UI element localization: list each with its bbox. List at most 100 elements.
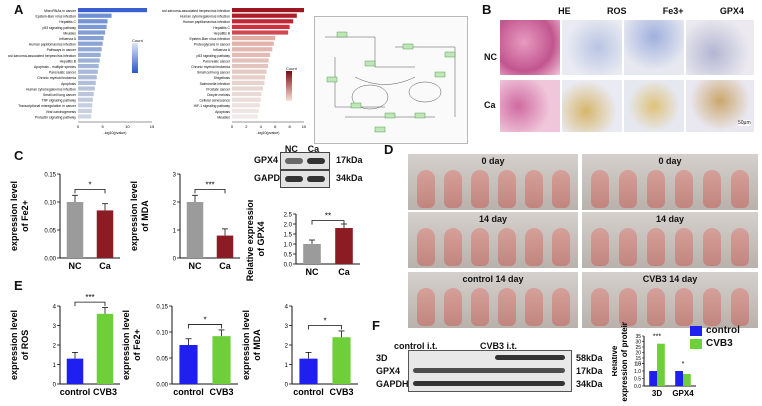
ros-nc-image xyxy=(562,20,622,75)
blot-f-kda-17: 17kDa xyxy=(576,366,603,376)
pathway-bar xyxy=(78,30,106,35)
pathway-bar xyxy=(232,41,274,46)
y-axis-label-line: of MDA xyxy=(140,200,150,232)
y-axis-label-line: expression level xyxy=(241,310,251,380)
y-axis-label: Relative expressionof GPX4 xyxy=(245,200,266,281)
paw xyxy=(416,288,435,326)
y-axis-label: expression levelof ROS xyxy=(9,310,30,380)
pathway-bar xyxy=(232,52,271,57)
mouse-paw-photo: control 14 day xyxy=(408,272,578,328)
y-tick-label: 0.00 xyxy=(44,257,56,263)
y-tick-label: 1.0 xyxy=(634,369,641,375)
bar-nc xyxy=(66,202,84,258)
y-axis-label-line: expression level xyxy=(9,310,19,380)
bar-control xyxy=(66,358,84,384)
y-axis-label: expression levelof MDA xyxy=(129,181,150,251)
bar-control xyxy=(299,358,318,384)
pathway-label: Shigellosis xyxy=(214,76,231,80)
y-axis-label: Relativeexpression of protein xyxy=(612,322,629,402)
y-axis-label-line: expression level xyxy=(129,181,139,251)
he-nc-image xyxy=(500,20,560,75)
pathway-bar xyxy=(232,108,259,113)
bar-control-gpx4 xyxy=(675,371,683,386)
paw xyxy=(591,228,609,266)
y-axis-label-line: of MDA xyxy=(252,329,262,361)
y-axis-label-line: expression level xyxy=(121,310,131,380)
photo-label: 0 day xyxy=(481,156,505,166)
significance-bracket xyxy=(194,189,226,194)
mouse-paw-photo: 0 day xyxy=(582,154,758,210)
panel-label-b: B xyxy=(482,2,492,17)
y-tick-label: 3 xyxy=(285,324,289,330)
y-tick-label: 0.15 xyxy=(44,173,56,179)
blot-f-row-gpx4: GPX4 xyxy=(376,366,401,376)
pathway-bar xyxy=(78,103,93,108)
paw xyxy=(675,170,693,208)
bar-cvb3 xyxy=(96,313,114,384)
y-axis-label: expression levelof MDA xyxy=(241,310,262,380)
x-tick-label: NC xyxy=(189,261,202,271)
pathway-bar xyxy=(232,92,262,97)
pathway-bar xyxy=(232,19,294,24)
chart-e-fe2: expression levelof Fe2+ 0.00 0.05 0.10 0.15 c… xyxy=(121,305,238,397)
bar-cvb3 xyxy=(212,336,231,384)
pathway-bar xyxy=(232,36,276,41)
bar-ca xyxy=(216,235,234,258)
x-tick-label: 3D xyxy=(652,389,662,398)
x-tick-label: GPX4 xyxy=(672,389,694,398)
paw xyxy=(703,170,721,208)
y-tick-label: 1.5 xyxy=(634,362,641,368)
bar-control xyxy=(179,345,198,384)
paw xyxy=(470,170,489,208)
pathway-label: Hepatitis C xyxy=(59,20,76,24)
kegg-pathway-map xyxy=(314,16,468,144)
significance-bracket xyxy=(188,324,222,329)
legend-swatch-control xyxy=(690,325,702,336)
x-tick-label: 0 xyxy=(231,124,234,129)
pathway-label: Cellular senescence xyxy=(199,99,230,103)
paw xyxy=(470,228,489,266)
pathway-bar xyxy=(78,41,103,46)
pathway-bar xyxy=(78,86,95,91)
y-axis-label-line: of GPX4 xyxy=(256,221,266,256)
paw-row xyxy=(586,284,754,326)
significance-bracket xyxy=(308,325,342,330)
y-axis-label: expression levelof Fe2+ xyxy=(121,310,142,380)
scale-bar-label: 50μm xyxy=(738,120,751,126)
blot-c-columns: NC Ca xyxy=(280,144,324,154)
pathway-label: Hepatitis B xyxy=(60,59,77,63)
pathway-label: Small cell lung cancer xyxy=(43,93,77,97)
pathway-label: Apoptosis - multiple species xyxy=(34,65,76,69)
bar-cvb3-3d xyxy=(657,343,665,386)
y-axis-label-line: Relative expression xyxy=(245,200,255,281)
legend-f: control CVB3 xyxy=(690,325,740,349)
pathway-label: Kaposi sarcoma-associated herpesvirus in… xyxy=(8,54,76,58)
mouse-paw-photo: CVB3 14 day xyxy=(582,272,758,328)
y-tick-label: 0.15 xyxy=(156,305,168,311)
y-tick-label: 0 xyxy=(285,383,289,389)
blot-band xyxy=(307,158,325,164)
photo-label: 14 day xyxy=(655,214,685,224)
pathway-label: Proteoglycans in cancer xyxy=(194,43,231,47)
pathway-bar xyxy=(78,75,97,80)
blot-c-kda-34: 34kDa xyxy=(336,173,363,183)
pathway-bar xyxy=(232,114,258,119)
pathway-label: Influenza A xyxy=(213,48,231,52)
x-tick-label: Ca xyxy=(338,267,350,277)
bar-cvb3-gpx4 xyxy=(683,374,691,386)
significance-marker: *** xyxy=(653,334,661,341)
y-tick-label: 1.0 xyxy=(284,243,293,249)
pathway-bar xyxy=(78,108,92,113)
blot-band-gapdh xyxy=(413,381,565,386)
panel-label-c: C xyxy=(14,148,24,163)
kegg-bar-chart-2: Kaposi sarcoma-associated herpesvirus in… xyxy=(162,8,307,135)
y-tick-label: 35 xyxy=(635,334,641,340)
x-tick-label: control xyxy=(293,387,324,397)
panel-label-f: F xyxy=(372,318,380,333)
x-tick-label: NC xyxy=(69,261,82,271)
paw xyxy=(731,288,749,326)
chart-e-mda: expression levelof MDA 0 1 2 3 4 control CVB3 * xyxy=(241,305,358,397)
x-tick-label: 8 xyxy=(288,124,291,129)
y-axis-label-line: of ROS xyxy=(20,330,30,361)
pathway-label: Measles xyxy=(63,31,76,35)
